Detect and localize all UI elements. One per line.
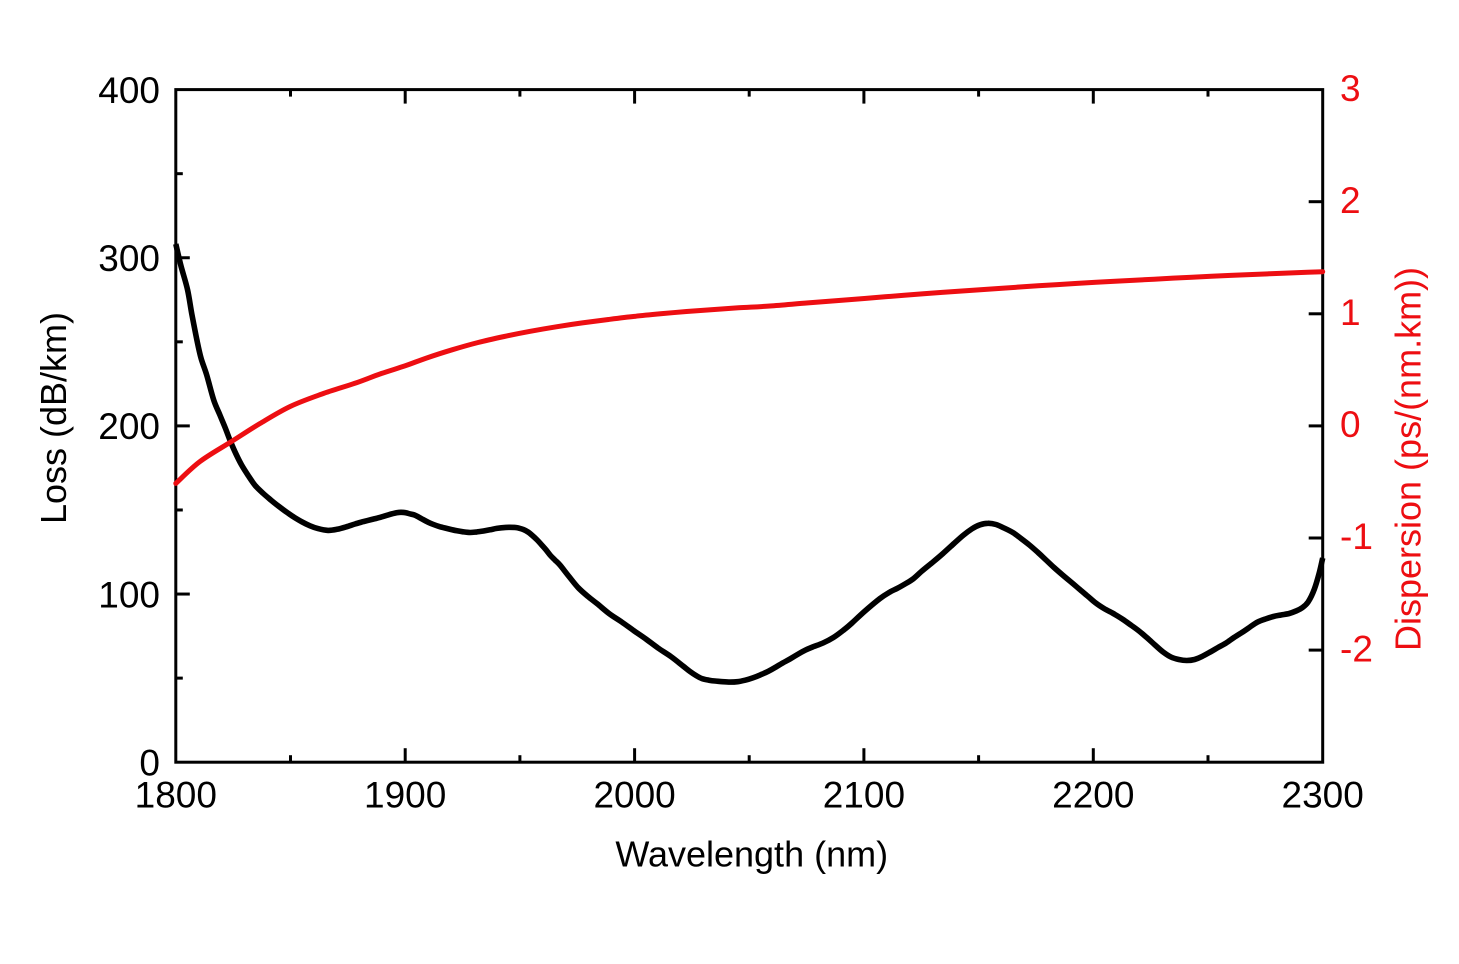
svg-text:-2: -2 [1340, 628, 1373, 669]
svg-text:100: 100 [98, 574, 160, 615]
svg-text:400: 400 [98, 70, 160, 111]
svg-text:1800: 1800 [135, 775, 217, 816]
svg-text:200: 200 [98, 406, 160, 447]
svg-text:0: 0 [1340, 404, 1361, 445]
svg-text:2300: 2300 [1282, 775, 1364, 816]
svg-text:2000: 2000 [593, 775, 675, 816]
svg-text:300: 300 [98, 238, 160, 279]
svg-text:Dispersion (ps/(nm.km)): Dispersion (ps/(nm.km)) [1388, 267, 1429, 651]
svg-text:2: 2 [1340, 180, 1361, 221]
svg-text:3: 3 [1340, 68, 1361, 109]
svg-text:-1: -1 [1340, 516, 1373, 557]
svg-text:2200: 2200 [1052, 775, 1134, 816]
svg-text:1900: 1900 [364, 775, 446, 816]
svg-text:Loss (dB/km): Loss (dB/km) [33, 312, 74, 524]
svg-text:1: 1 [1340, 292, 1361, 333]
svg-text:Wavelength (nm): Wavelength (nm) [615, 833, 888, 874]
svg-text:0: 0 [139, 742, 160, 783]
svg-text:2100: 2100 [823, 775, 905, 816]
